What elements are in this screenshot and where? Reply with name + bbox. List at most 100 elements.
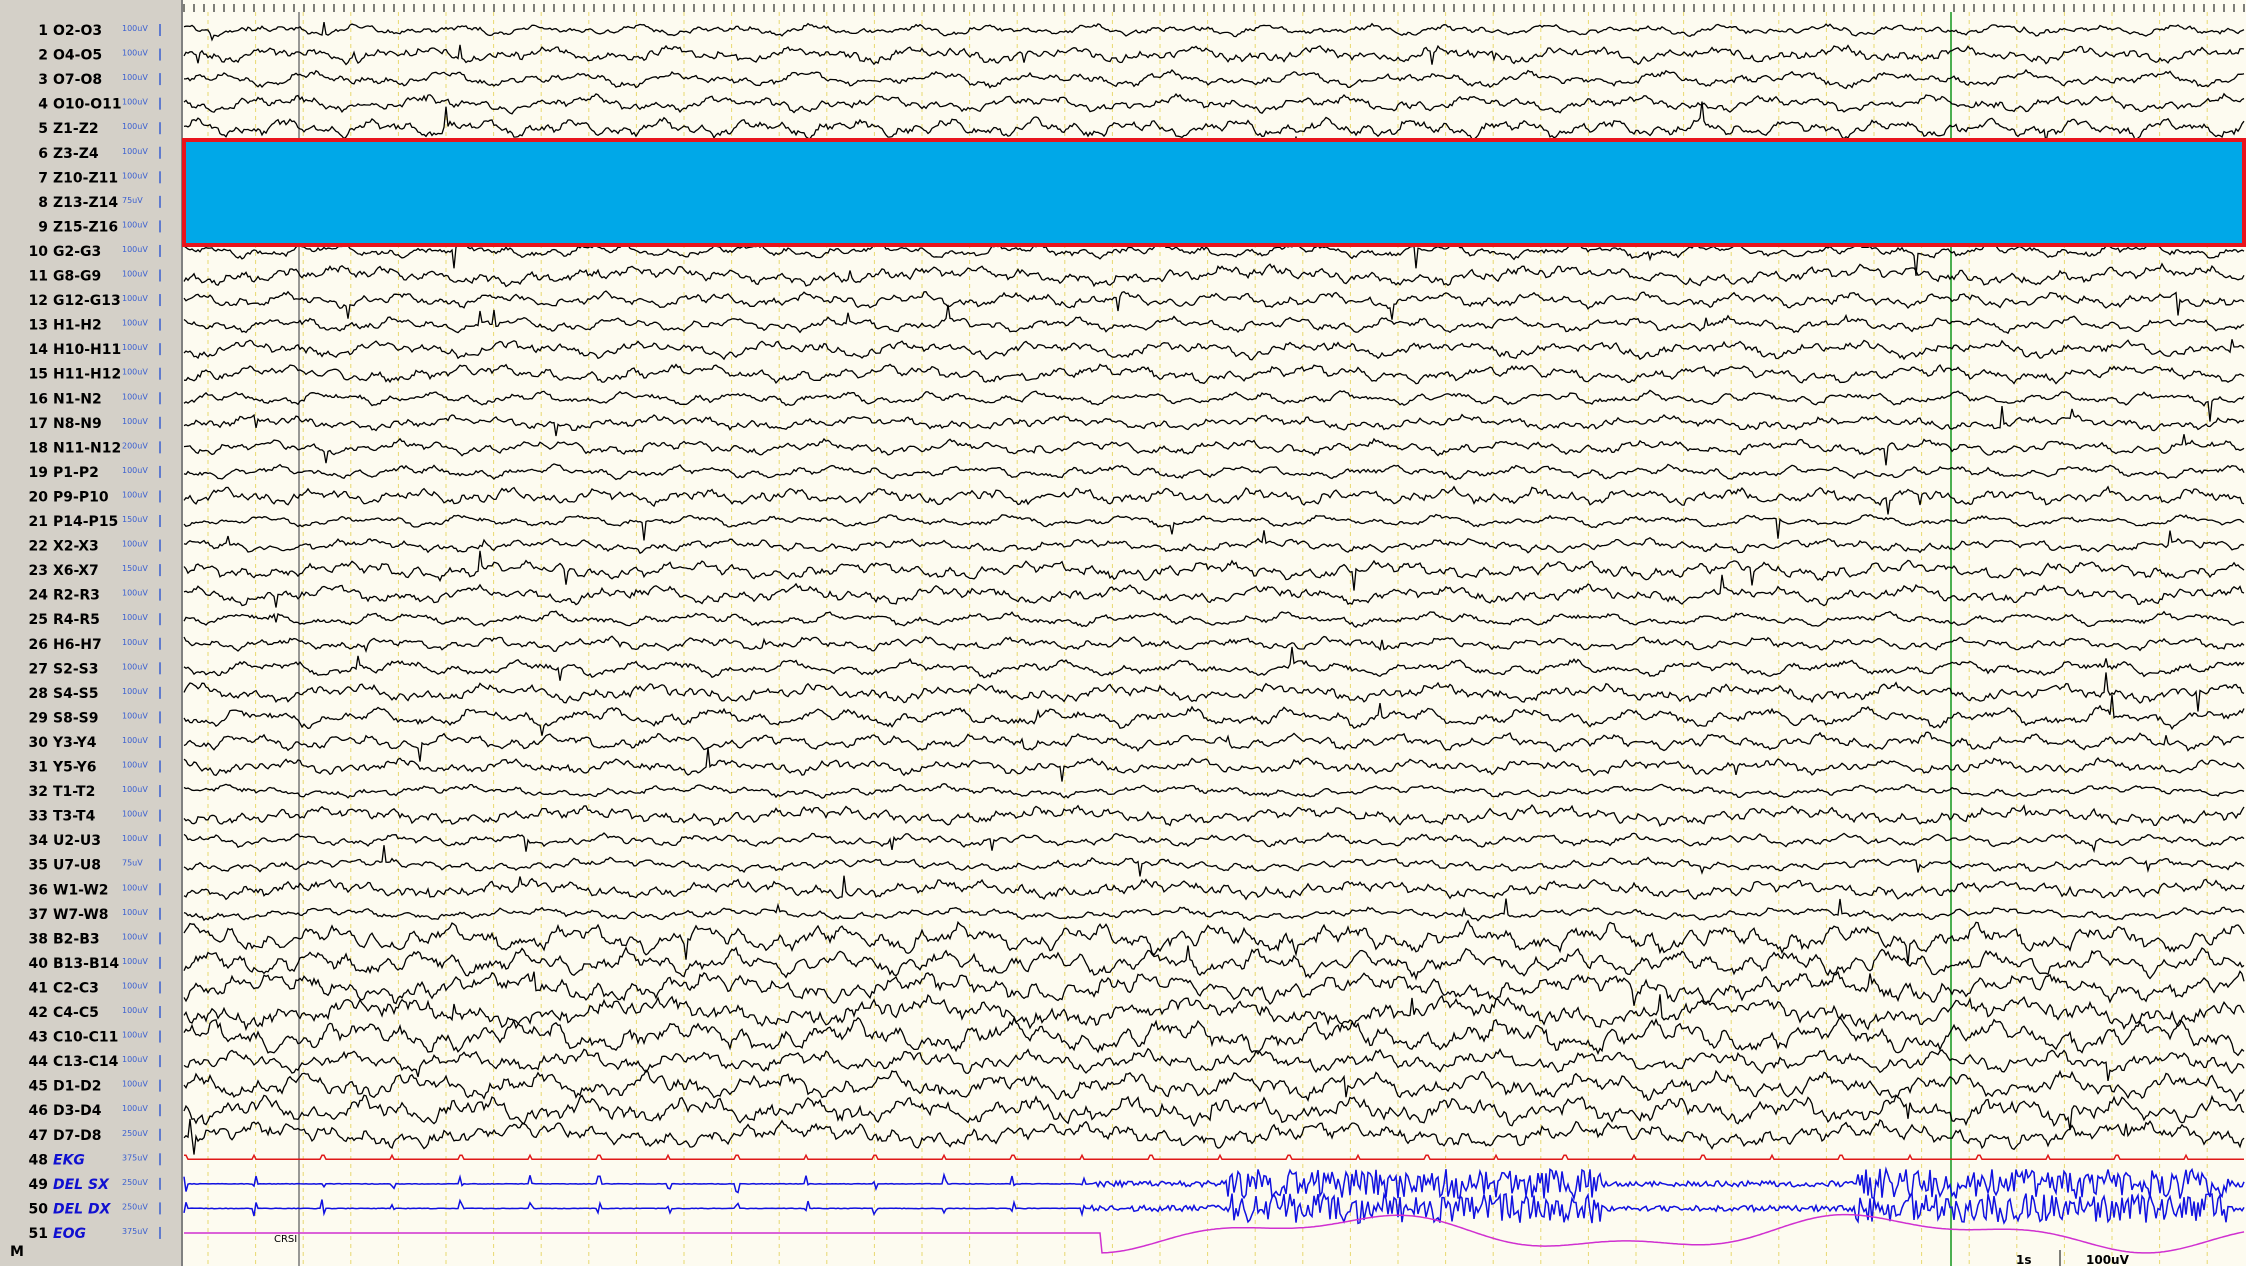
channel-name[interactable]: R4-R5	[53, 612, 100, 628]
signal-trace	[184, 434, 2244, 465]
channel-number: 19	[29, 465, 48, 481]
channel-name[interactable]: DEL SX	[53, 1177, 110, 1193]
channel-name[interactable]: G8-G9	[53, 269, 101, 285]
signal-trace	[184, 339, 2244, 360]
channel-name[interactable]: S2-S3	[53, 661, 98, 677]
channel-name[interactable]: B13-B14	[53, 956, 119, 972]
channel-name[interactable]: S4-S5	[53, 686, 98, 702]
channel-name[interactable]: O2-O3	[53, 23, 102, 39]
channel-name[interactable]: Z10-Z11	[53, 170, 118, 186]
channel-name[interactable]: W1-W2	[53, 882, 109, 898]
channel-name[interactable]: DEL DX	[53, 1201, 112, 1217]
channel-name[interactable]: C10-C11	[53, 1030, 118, 1046]
channel-scale: 100uV	[122, 490, 148, 499]
signal-trace	[184, 899, 2244, 921]
signal-trace	[184, 1169, 2244, 1199]
signal-trace	[184, 1095, 2244, 1130]
channel-name[interactable]: G12-G13	[53, 293, 121, 309]
channel-name[interactable]: U2-U3	[53, 833, 101, 849]
channel-name[interactable]: P14-P15	[53, 514, 118, 530]
channel-name[interactable]: N11-N12	[53, 440, 121, 456]
channel-name[interactable]: O7-O8	[53, 72, 102, 88]
channel-scale: 100uV	[122, 368, 148, 377]
channel-number: 34	[29, 833, 49, 849]
channel-scale: 100uV	[122, 883, 148, 892]
channel-name[interactable]: Z1-Z2	[53, 121, 99, 137]
channel-name[interactable]: Y5-Y6	[52, 760, 97, 776]
channel-name[interactable]: S8-S9	[53, 710, 98, 726]
channel-name[interactable]: D7-D8	[53, 1128, 102, 1144]
channel-name[interactable]: N1-N2	[53, 391, 102, 407]
channel-name[interactable]: T3-T4	[53, 809, 96, 825]
channel-name[interactable]: W7-W8	[53, 907, 109, 923]
signal-trace	[184, 845, 2244, 876]
channel-name[interactable]: B2-B3	[53, 931, 100, 947]
signal-trace	[184, 515, 2244, 541]
channel-number: 29	[29, 710, 48, 726]
channel-number: 6	[38, 146, 48, 162]
channel-number: 49	[29, 1177, 48, 1193]
channel-name[interactable]: Z3-Z4	[53, 146, 99, 162]
channel-name[interactable]: H6-H7	[53, 637, 102, 653]
event-marker[interactable]: CRSI	[274, 1234, 297, 1245]
channel-name[interactable]: T1-T2	[53, 784, 95, 800]
page: EEG Viewer html, body { margin: 0; paddi…	[0, 0, 2246, 1266]
channel-name[interactable]: C4-C5	[53, 1005, 99, 1021]
signal-trace	[184, 1215, 2244, 1253]
channel-number: 43	[29, 1030, 48, 1046]
channel-name[interactable]: O10-O11	[53, 97, 122, 113]
channel-scale: 100uV	[122, 540, 148, 549]
signal-trace	[184, 611, 2244, 627]
channel-scale: 100uV	[122, 1080, 148, 1089]
channel-name[interactable]: EKG	[53, 1152, 85, 1168]
channel-name[interactable]: EOG	[53, 1226, 86, 1242]
label-panel	[0, 0, 182, 1266]
channel-number: 21	[29, 514, 48, 530]
channel-number: 35	[29, 858, 48, 874]
eeg-viewer: 1O2-O3100uV2O4-O5100uV3O7-O8100uV4O10-O1…	[0, 0, 2246, 1266]
channel-name[interactable]: G2-G3	[53, 244, 101, 260]
channel-name[interactable]: H1-H2	[53, 318, 102, 334]
selection-block[interactable]	[184, 140, 2244, 245]
channel-number: 23	[29, 563, 48, 579]
channel-scale: 100uV	[122, 810, 148, 819]
channel-name[interactable]: O4-O5	[53, 48, 102, 64]
channel-name[interactable]: C2-C3	[53, 980, 99, 996]
channel-scale: 375uV	[122, 1227, 148, 1236]
channel-name[interactable]: X6-X7	[53, 563, 99, 579]
channel-name[interactable]: Y3-Y4	[52, 735, 97, 751]
channel-scale: 100uV	[122, 638, 148, 647]
channel-name[interactable]: R2-R3	[53, 588, 100, 604]
channel-name[interactable]: H10-H11	[53, 342, 121, 358]
channel-name[interactable]: P1-P2	[53, 465, 99, 481]
channel-name[interactable]: U7-U8	[53, 858, 101, 874]
channel-name[interactable]: X2-X3	[53, 539, 99, 555]
channel-name[interactable]: P9-P10	[53, 489, 109, 505]
signal-trace	[184, 1049, 2244, 1081]
signal-trace	[184, 22, 2244, 40]
channel-name[interactable]: D1-D2	[53, 1079, 102, 1095]
channel-number: 36	[29, 882, 48, 898]
channel-name[interactable]: D3-D4	[53, 1103, 102, 1119]
channel-number: 50	[29, 1201, 49, 1217]
channel-name[interactable]: Z15-Z16	[53, 219, 118, 235]
channel-number: 2	[38, 48, 48, 64]
channel-scale: 100uV	[122, 687, 148, 696]
channel-number: 1	[38, 23, 48, 39]
channel-number: 10	[29, 244, 49, 260]
channel-scale: 100uV	[122, 24, 148, 33]
channel-name[interactable]: N8-N9	[53, 416, 102, 432]
signal-trace	[184, 636, 2244, 651]
channel-name[interactable]: C13-C14	[53, 1054, 119, 1070]
signal-trace	[184, 876, 2244, 900]
channel-number: 38	[29, 931, 48, 947]
channel-name[interactable]: Z13-Z14	[53, 195, 118, 211]
footer-label: M	[10, 1244, 24, 1260]
channel-scale: 250uV	[122, 1202, 148, 1211]
channel-number: 47	[29, 1128, 48, 1144]
channel-scale: 75uV	[122, 859, 143, 868]
signal-trace	[184, 805, 2244, 826]
channel-number: 7	[38, 170, 48, 186]
channel-name[interactable]: H11-H12	[53, 367, 121, 383]
channel-scale: 100uV	[122, 1031, 148, 1040]
